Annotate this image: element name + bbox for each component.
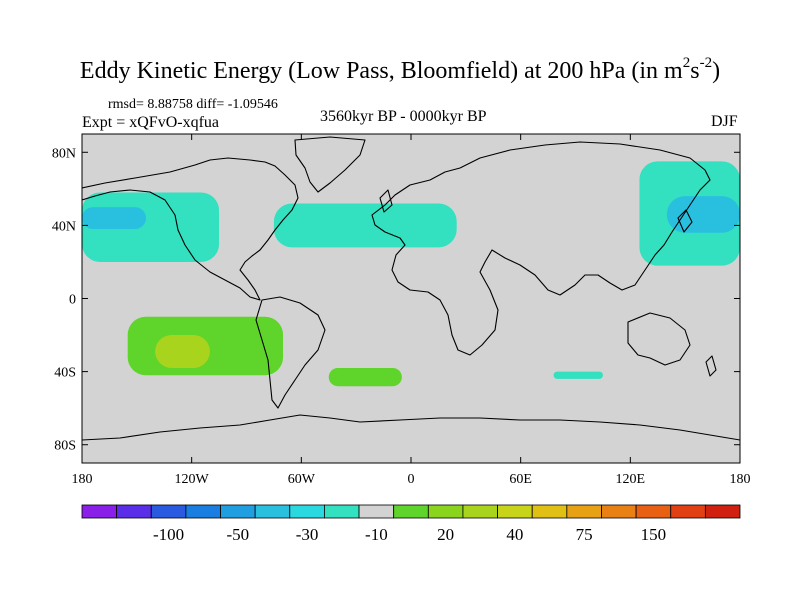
colorbar-box-10 [427, 504, 464, 519]
colorbar-box-17 [670, 504, 706, 519]
coast-uk [379, 189, 393, 213]
experiment-label: Expt = xQFvO-xqfua [82, 114, 220, 131]
coast-greenland [294, 136, 366, 193]
colorbar-box-13 [531, 504, 568, 519]
colorbar-label-1: -50 [227, 525, 250, 544]
x-tick-label-6: 180 [730, 472, 751, 487]
coastlines [82, 136, 740, 441]
region-5 [666, 196, 740, 233]
period-label: 3560kyr BP - 0000kyr BP [320, 108, 487, 125]
colorbar-label-4: 20 [437, 525, 454, 544]
colorbar-label-7: 150 [641, 525, 667, 544]
coast-japan [677, 209, 693, 233]
colorbar-label-0: -100 [153, 525, 184, 544]
colorbar-label-3: -10 [365, 525, 388, 544]
colorbar-box-14 [566, 504, 602, 519]
colorbar-label-5: 40 [506, 525, 523, 544]
coast-new-zealand [705, 355, 717, 377]
x-tick-label-1: 120W [175, 472, 210, 487]
region-2 [82, 207, 146, 230]
y-tick-label-3: 40S [54, 366, 76, 381]
y-tick-label-0: 80N [52, 146, 76, 161]
colorbar-box-9 [393, 504, 429, 519]
region-8 [328, 367, 402, 387]
region-3 [273, 203, 457, 248]
x-tick-label-2: 60W [288, 472, 316, 487]
region-9 [553, 371, 603, 379]
coast-australia [627, 312, 691, 366]
colorbar-box-1 [116, 504, 152, 519]
colorbar-box-7 [324, 504, 360, 519]
colorbar-box-4 [220, 504, 256, 519]
field-regions [82, 161, 740, 387]
y-tick-label-4: 80S [54, 439, 76, 454]
colorbar-box-3 [185, 504, 221, 519]
x-tick-label-4: 60E [509, 472, 532, 487]
stats-text: rmsd= 8.88758 diff= -1.09546 [108, 97, 278, 112]
colorbar: -100 -50 -30 -10 20 40 75 150 [81, 504, 741, 544]
colorbar-label-2: -30 [296, 525, 319, 544]
x-tick-label-5: 120E [616, 472, 646, 487]
coast-antarctica [82, 414, 740, 441]
colorbar-box-15 [601, 504, 637, 519]
colorbar-box-16 [635, 504, 672, 519]
coast-south-america [255, 296, 326, 409]
colorbar-box-12 [497, 504, 533, 519]
colorbar-box-2 [150, 504, 187, 519]
colorbar-box-0 [81, 504, 118, 519]
colorbar-label-6: 75 [576, 525, 593, 544]
chart-title: Eddy Kinetic Energy (Low Pass, Bloomfiel… [79, 55, 721, 84]
axis-ticks: 180 120W 60W 0 60E 120E 180 80N 40N 0 40S 80S [52, 134, 751, 487]
coast-eurasia-africa [371, 141, 711, 356]
colorbar-box-18 [704, 504, 741, 519]
region-7 [155, 335, 210, 368]
colorbar-box-8 [358, 504, 395, 519]
y-tick-label-2: 0 [69, 293, 76, 308]
season-label: DJF [711, 113, 738, 130]
ocean-background [82, 134, 740, 463]
colorbar-box-6 [289, 504, 325, 519]
coast-north-america [82, 157, 299, 301]
x-tick-label-3: 0 [408, 472, 415, 487]
colorbar-box-11 [462, 504, 498, 519]
colorbar-box-5 [254, 504, 291, 519]
x-tick-label-0: 180 [72, 472, 93, 487]
y-tick-label-1: 40N [52, 219, 76, 234]
